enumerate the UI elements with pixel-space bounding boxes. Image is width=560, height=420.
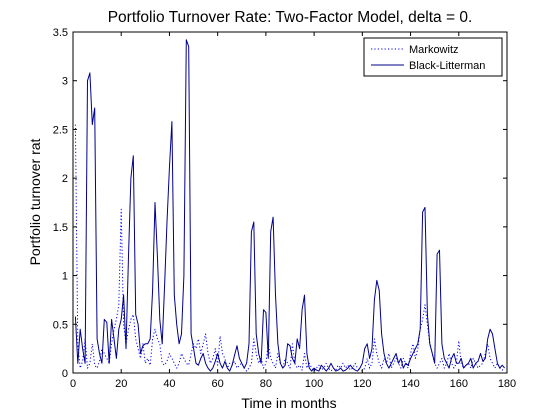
series-layer bbox=[74, 39, 505, 372]
x-tick-label: 100 bbox=[305, 378, 323, 390]
legend: Markowitz Black-Litterman bbox=[363, 37, 503, 77]
y-tick-label: 3 bbox=[62, 76, 68, 88]
x-tick-label: 80 bbox=[260, 378, 272, 390]
y-tick-label: 2 bbox=[62, 173, 68, 185]
y-tick-label: 0 bbox=[62, 368, 68, 380]
x-tick-label: 160 bbox=[450, 378, 468, 390]
series-line-markowitz bbox=[74, 124, 505, 372]
ticks-layer: 0 20 40 60 80 100 120 140 160 180 0 0.5 1 1.5 2 2.5 3 3.5 bbox=[53, 27, 516, 390]
x-axis-label: Time in months bbox=[241, 395, 336, 411]
y-tick-label: 0.5 bbox=[53, 319, 68, 331]
x-tick-label: 140 bbox=[401, 378, 419, 390]
x-tick-label: 60 bbox=[212, 378, 224, 390]
y-tick-label: 1.5 bbox=[53, 222, 68, 234]
legend-label: Black-Litterman bbox=[409, 60, 485, 72]
y-tick-label: 3.5 bbox=[53, 27, 68, 39]
x-tick-label: 120 bbox=[353, 378, 371, 390]
legend-label: Markowitz bbox=[409, 44, 459, 56]
x-tick-label: 20 bbox=[115, 378, 127, 390]
legend-box bbox=[363, 37, 503, 77]
chart-title: Portfolio Turnover Rate: Two-Factor Mode… bbox=[108, 9, 473, 26]
plot-frame bbox=[72, 31, 508, 374]
y-tick-label: 2.5 bbox=[53, 124, 68, 136]
series-line-black-litterman bbox=[74, 39, 505, 372]
x-tick-label: 0 bbox=[70, 378, 76, 390]
y-tick-label: 1 bbox=[62, 271, 68, 283]
y-axis-label: Portfolio turnover rat bbox=[27, 138, 43, 265]
x-tick-label: 40 bbox=[163, 378, 175, 390]
x-tick-label: 180 bbox=[498, 378, 516, 390]
